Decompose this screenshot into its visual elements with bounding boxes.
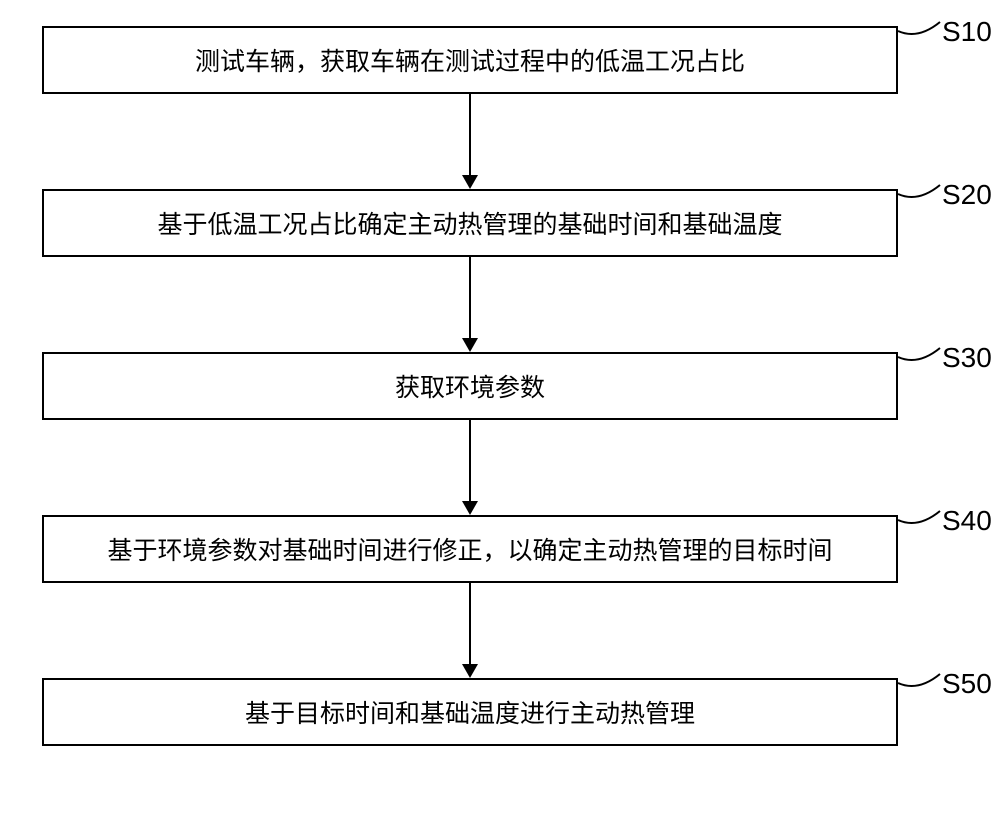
flow-node-s30-text: 获取环境参数 — [395, 368, 545, 404]
step-label-s50: S50 — [942, 668, 992, 700]
arrow-s40-s50 — [469, 583, 471, 664]
flow-node-s30: 获取环境参数 — [42, 352, 898, 420]
step-label-s40: S40 — [942, 505, 992, 537]
connector-s20 — [898, 181, 942, 201]
arrow-s10-s20 — [469, 94, 471, 175]
arrow-head-s10-s20 — [462, 175, 478, 189]
flow-node-s50-text: 基于目标时间和基础温度进行主动热管理 — [245, 694, 695, 730]
flow-node-s50: 基于目标时间和基础温度进行主动热管理 — [42, 678, 898, 746]
arrow-head-s20-s30 — [462, 338, 478, 352]
flow-node-s10-text: 测试车辆，获取车辆在测试过程中的低温工况占比 — [195, 42, 745, 78]
arrow-head-s30-s40 — [462, 501, 478, 515]
step-label-s10: S10 — [942, 16, 992, 48]
connector-s50 — [898, 670, 942, 690]
arrow-s30-s40 — [469, 420, 471, 501]
arrow-s20-s30 — [469, 257, 471, 338]
step-label-s20: S20 — [942, 179, 992, 211]
flow-node-s40: 基于环境参数对基础时间进行修正，以确定主动热管理的目标时间 — [42, 515, 898, 583]
flow-node-s20: 基于低温工况占比确定主动热管理的基础时间和基础温度 — [42, 189, 898, 257]
connector-s40 — [898, 507, 942, 527]
flow-node-s20-text: 基于低温工况占比确定主动热管理的基础时间和基础温度 — [157, 205, 782, 241]
step-label-s30: S30 — [942, 342, 992, 374]
flow-node-s40-text: 基于环境参数对基础时间进行修正，以确定主动热管理的目标时间 — [107, 531, 832, 567]
connector-s10 — [898, 18, 942, 38]
flowchart-canvas: 测试车辆，获取车辆在测试过程中的低温工况占比 S10 基于低温工况占比确定主动热… — [0, 0, 1000, 837]
flow-node-s10: 测试车辆，获取车辆在测试过程中的低温工况占比 — [42, 26, 898, 94]
connector-s30 — [898, 344, 942, 364]
arrow-head-s40-s50 — [462, 664, 478, 678]
